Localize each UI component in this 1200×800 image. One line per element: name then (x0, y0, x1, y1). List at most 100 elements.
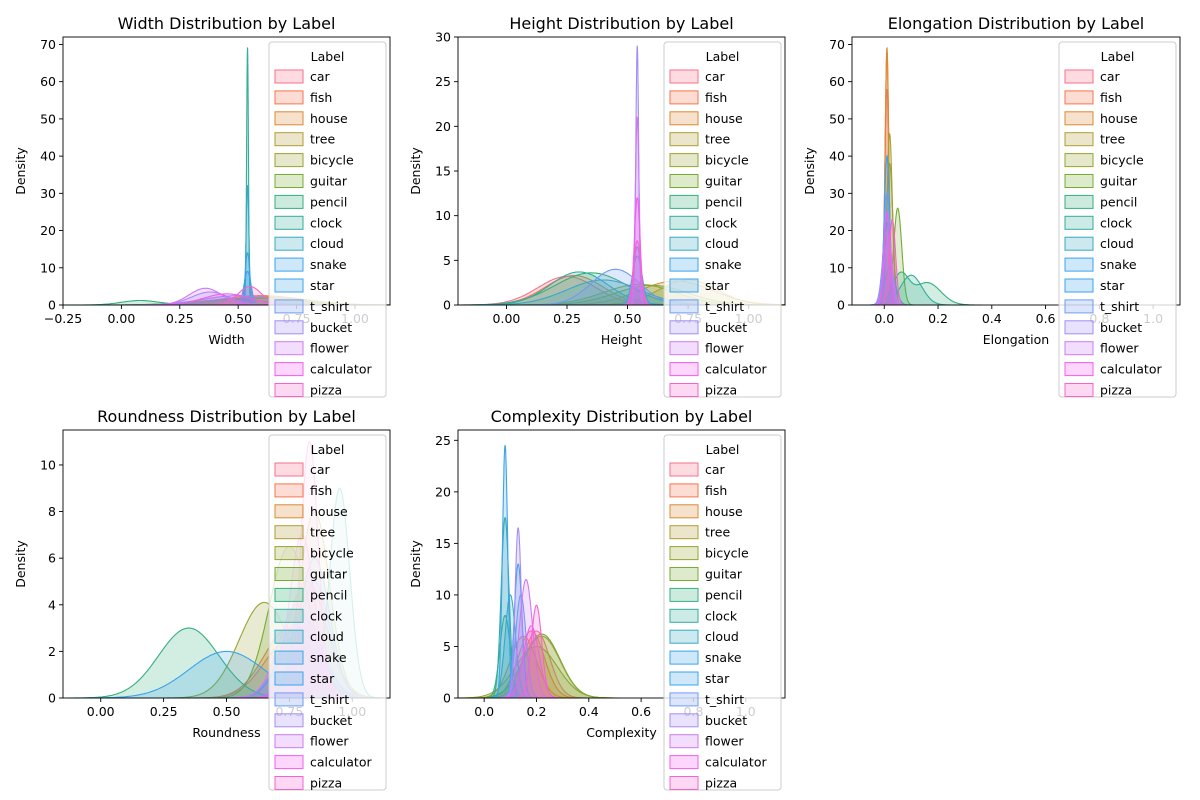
legend-label-house: house (310, 111, 348, 126)
legend-swatch-fish (274, 483, 304, 498)
legend-label-pizza: pizza (705, 383, 737, 398)
legend-label-snake: snake (705, 257, 742, 272)
legend-swatch-flower (669, 734, 699, 749)
y-tick-label: 60 (40, 74, 56, 89)
series-house-area (471, 635, 576, 699)
legend-label-bicycle: bicycle (1100, 153, 1144, 168)
legend: Label car fish house tree bicycle guitar pencil… (268, 41, 387, 398)
series-clock-area (243, 46, 252, 306)
legend-swatch-tree (669, 132, 699, 147)
legend-swatch-snake (274, 650, 304, 665)
y-tick-label: 40 (829, 149, 845, 164)
x-tick-label: 0.25 (166, 311, 194, 326)
series-pizza-area (879, 218, 906, 306)
legend-swatch-house (274, 111, 304, 126)
subplot-title: Elongation Distribution by Label (888, 14, 1144, 33)
legend-label-pizza: pizza (310, 383, 342, 398)
legend-swatch-star (669, 671, 699, 686)
legend-label-clock: clock (310, 608, 343, 623)
y-tick-label: 20 (829, 223, 845, 238)
legend-label-guitar: guitar (310, 567, 348, 582)
legend-swatch-fish (669, 483, 699, 498)
legend-label-house: house (705, 504, 743, 519)
subplot-title: Height Distribution by Label (509, 14, 733, 33)
legend-label-bucket: bucket (1100, 320, 1142, 335)
legend-swatch-tree (274, 525, 304, 540)
legend-swatch-bucket (274, 320, 304, 335)
series-pizza-area (622, 240, 652, 306)
legend-swatch-house (1064, 111, 1094, 126)
legend-swatch-cloud (1064, 236, 1094, 251)
legend-label-clock: clock (310, 215, 343, 230)
legend-swatch-guitar (1064, 174, 1094, 188)
x-tick-label: 0.2 (527, 704, 547, 719)
y-tick-label: 30 (435, 30, 451, 45)
legend-label-fish: fish (1100, 90, 1122, 105)
legend-label-tree: tree (705, 132, 730, 147)
legend-label-clock: clock (705, 608, 738, 623)
legend-frame (663, 41, 782, 398)
y-tick-label: 0 (443, 691, 451, 706)
x-tick-label: 0.50 (224, 311, 252, 326)
legend-swatch-calculator (274, 362, 304, 377)
legend-label-pencil: pencil (705, 194, 742, 209)
legend-label-t_shirt: t_shirt (705, 692, 744, 707)
legend-frame (268, 41, 387, 398)
series-snake-area (238, 252, 257, 306)
legend-label-house: house (1100, 111, 1138, 126)
legend-swatch-pizza (669, 383, 699, 397)
axes-frame (457, 429, 786, 699)
legend-swatch-clock (274, 608, 304, 623)
series-calculator-area (625, 197, 650, 306)
legend: Label car fish house tree bicycle guitar pencil… (1058, 41, 1177, 398)
legend-swatch-guitar (274, 567, 304, 581)
legend-swatch-clock (274, 215, 304, 230)
legend-frame (268, 434, 387, 791)
x-tick-label: 0.6 (631, 704, 651, 719)
y-tick-label: 6 (48, 551, 56, 566)
legend-label-pencil: pencil (310, 587, 347, 602)
y-tick-label: 5 (443, 253, 451, 268)
legend-label-calculator: calculator (1100, 362, 1162, 377)
y-tick-label: 0 (48, 298, 56, 313)
series-flower-area (628, 116, 646, 306)
legend-swatch-pencil (669, 194, 699, 209)
legend-label-guitar: guitar (310, 174, 348, 189)
legend-label-snake: snake (310, 650, 347, 665)
legend-swatch-bicycle (669, 153, 699, 168)
legend-swatch-calculator (669, 755, 699, 770)
legend-label-fish: fish (310, 90, 332, 105)
legend-swatch-tree (1064, 132, 1094, 147)
legend-swatch-clock (1064, 215, 1094, 230)
x-tick-label: 0.50 (213, 704, 241, 719)
y-tick-label: 70 (829, 37, 845, 52)
y-tick-label: 5 (443, 639, 451, 654)
legend-label-cloud: cloud (310, 236, 344, 251)
series-clock-area (488, 516, 522, 699)
y-tick-label: 20 (40, 223, 56, 238)
legend-swatch-t_shirt (274, 299, 304, 314)
x-tick-label: 0.4 (579, 704, 599, 719)
subplot-title: Width Distribution by Label (118, 14, 336, 33)
legend-title: Label (706, 49, 740, 64)
series-pencil-area (484, 614, 526, 699)
legend-swatch-flower (669, 341, 699, 356)
legend-label-guitar: guitar (1100, 174, 1138, 189)
legend-label-pizza: pizza (310, 776, 342, 791)
x-tick-label: 0.25 (150, 704, 178, 719)
legend-label-car: car (705, 462, 726, 477)
legend-label-star: star (705, 671, 730, 686)
y-tick-label: 70 (40, 37, 56, 52)
legend-swatch-snake (669, 650, 699, 665)
legend-label-house: house (705, 111, 743, 126)
legend-label-guitar: guitar (705, 174, 743, 189)
subplot-1: −0.250.000.250.500.751.00010203040506070… (13, 14, 391, 398)
legend-label-bucket: bucket (310, 713, 352, 728)
subplot-5: 0.00.20.40.60.81.00510152025Complexity D… (408, 407, 786, 791)
legend-label-car: car (310, 69, 331, 84)
legend-label-bicycle: bicycle (705, 546, 749, 561)
legend-swatch-bicycle (1064, 153, 1094, 168)
legend-label-guitar: guitar (705, 567, 743, 582)
series-pencil-area (68, 627, 310, 699)
legend-label-car: car (310, 462, 331, 477)
